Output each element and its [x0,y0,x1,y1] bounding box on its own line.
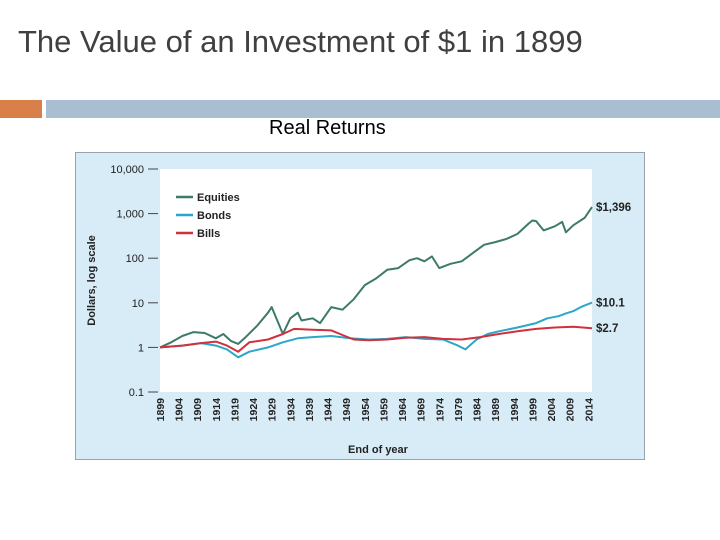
x-tick-label: 1974 [434,398,446,422]
accent-bar-right [46,100,720,118]
x-tick-label: 1909 [192,398,204,422]
chart-caption: Real Returns [269,117,386,139]
y-tick-label: 10,000 [110,164,144,176]
x-tick-label: 1969 [416,398,428,422]
x-tick-label: 1999 [527,398,539,422]
x-tick-label: 2009 [565,398,577,422]
x-tick-label: 2004 [546,398,558,422]
y-axis-label: Dollars, log scale [86,235,98,325]
plot-area [160,169,592,392]
chart-frame: 10,000 1,000 100 10 1 0.1 Dollars, log scale 18… [75,152,645,460]
x-tick-label: 1964 [397,398,409,422]
y-tick-label: 1,000 [116,209,144,221]
x-tick-label: 1979 [453,398,465,422]
legend-label: Equities [197,192,240,204]
x-tick-label: 1989 [490,398,502,422]
x-tick-label: 2014 [583,398,595,422]
x-tick-label: 1904 [174,398,186,422]
slide-title: The Value of an Investment of $1 in 1899 [18,24,583,59]
x-tick-label: 1944 [323,398,335,422]
chart: 10,000 1,000 100 10 1 0.1 Dollars, log scale 18… [86,164,631,456]
x-tick-label: 1954 [360,398,372,422]
accent-bar-left [0,100,42,118]
x-tick-label: 1914 [211,398,223,422]
x-tick-label: 1924 [248,398,260,422]
series-line-bills [159,325,593,353]
end-value-label: $2.7 [596,323,618,335]
y-tick-label: 1 [138,342,144,354]
x-tick-label: 1959 [378,398,390,422]
end-value-label: $10.1 [596,298,625,310]
x-axis-label: End of year [348,444,409,456]
x-tick-label: 1949 [341,398,353,422]
x-tick-label: 1934 [285,398,297,422]
x-tick-label: 1899 [155,398,167,422]
legend-label: Bonds [197,210,231,222]
x-tick-label: 1994 [509,398,521,422]
legend-label: Bills [197,228,220,240]
y-tick-label: 100 [126,253,144,265]
y-tick-label: 10 [132,298,144,310]
x-tick-label: 1984 [472,398,484,422]
series-line-equities [159,206,593,349]
x-tick-label: 1929 [267,398,279,422]
x-tick-label: 1939 [304,398,316,422]
x-tick-label: 1919 [229,398,241,422]
y-tick-label: 0.1 [129,387,144,399]
end-value-label: $1,396 [596,202,631,214]
